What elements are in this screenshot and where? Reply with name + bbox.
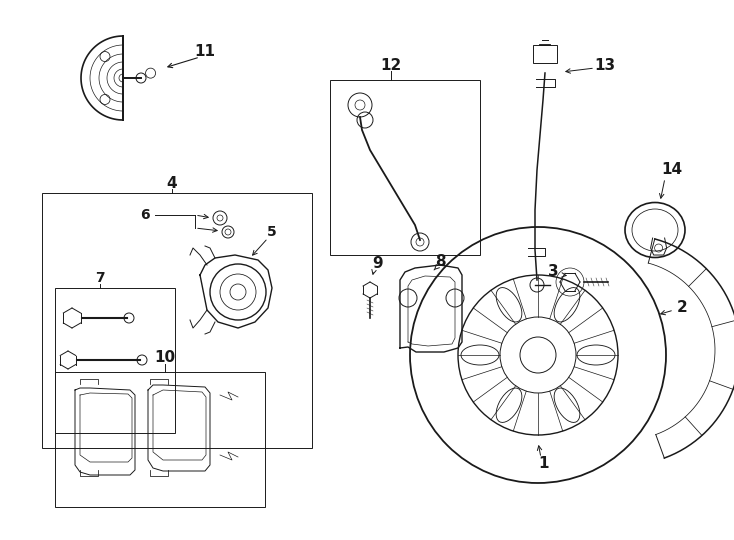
Text: 6: 6	[140, 208, 150, 222]
Text: 5: 5	[267, 225, 277, 239]
Text: 14: 14	[661, 163, 683, 178]
Bar	[330, 80, 480, 255]
Text: 11: 11	[195, 44, 216, 59]
Text: 2: 2	[677, 300, 687, 314]
Text: 9: 9	[373, 255, 383, 271]
Bar	[533, 45, 557, 63]
Text: 12: 12	[380, 57, 401, 72]
Text: 10: 10	[154, 350, 175, 366]
Text: 13: 13	[595, 57, 616, 72]
Text: 1: 1	[539, 456, 549, 470]
Text: 3: 3	[548, 265, 559, 280]
Text: 8: 8	[435, 254, 446, 269]
Text: 7: 7	[95, 271, 105, 285]
Bar	[42, 193, 312, 448]
Text: 4: 4	[167, 176, 178, 191]
Bar	[55, 372, 265, 507]
Bar	[55, 288, 175, 433]
